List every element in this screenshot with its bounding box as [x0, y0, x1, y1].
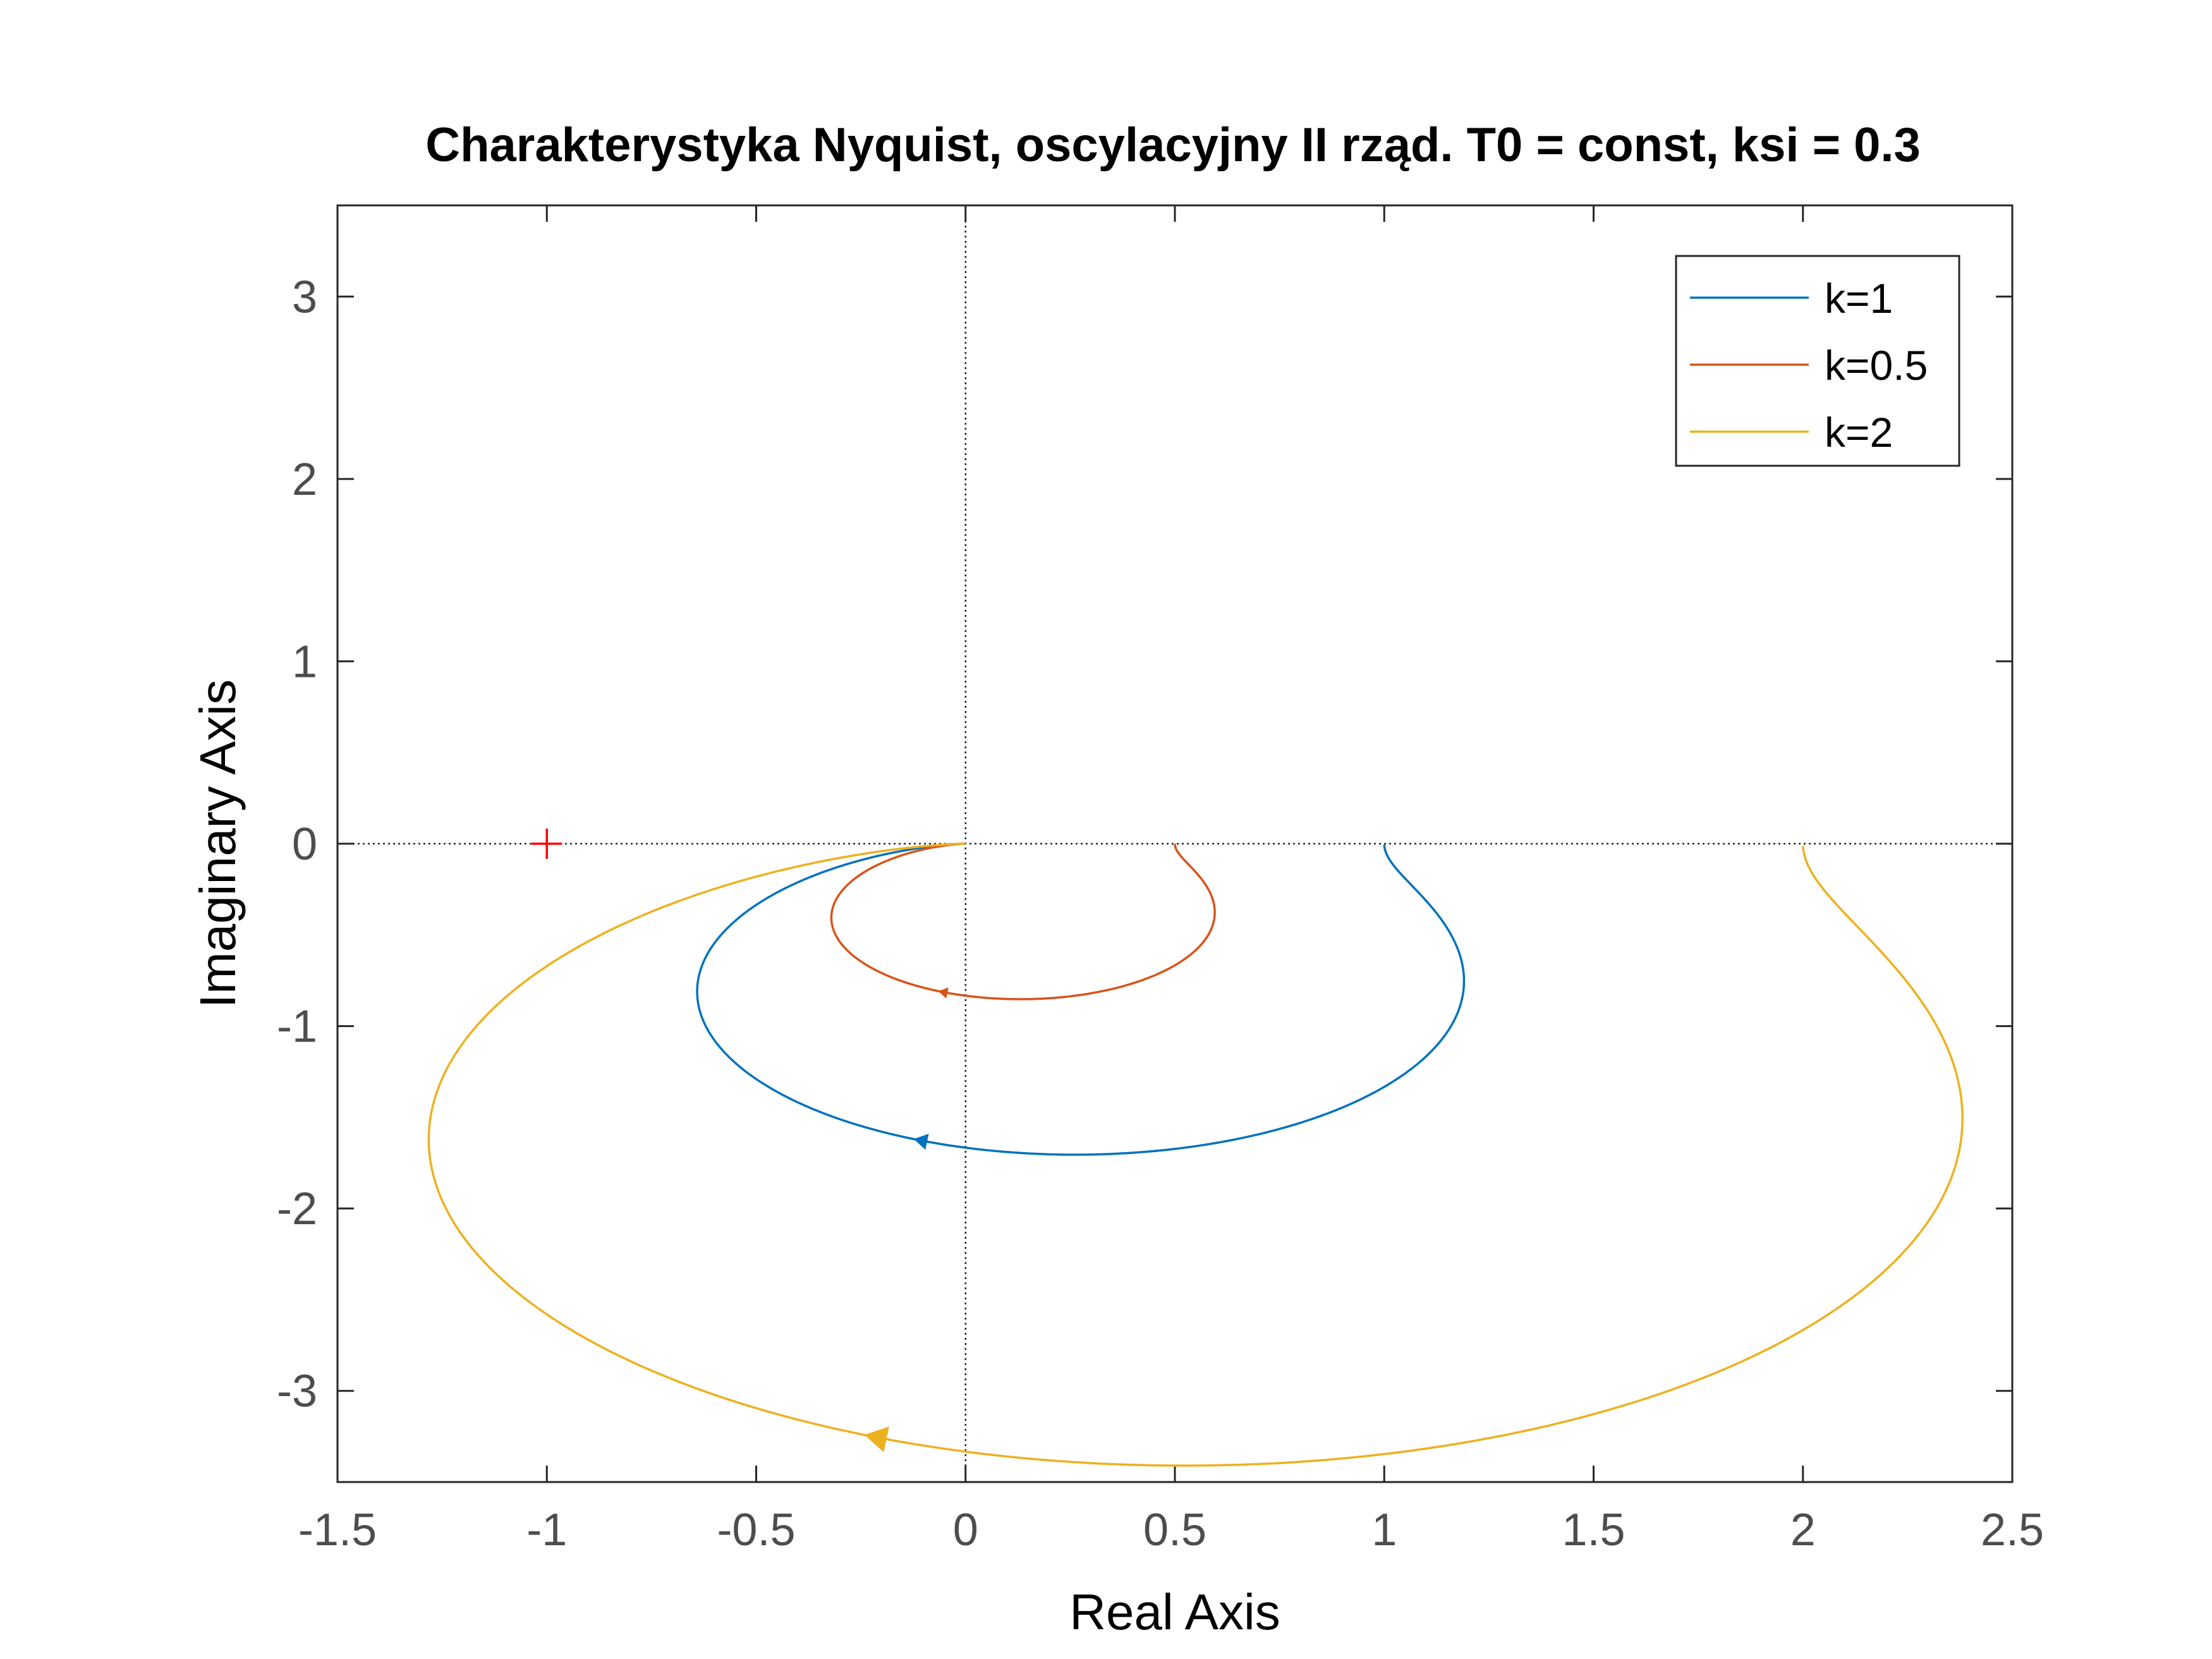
legend-entry: k=1	[1825, 275, 1893, 322]
x-tick-label: 2	[1790, 1505, 1816, 1555]
y-tick-label: -1	[277, 1002, 317, 1052]
x-tick-labels: -1.5 -1 -0.5 0 0.5 1 1.5 2 2.5	[298, 1505, 2044, 1555]
x-tick-label: -1.5	[298, 1505, 377, 1555]
y-tick-label: 0	[292, 819, 317, 870]
y-axis-label: Imaginary Axis	[190, 679, 246, 1008]
y-tick-label: 2	[292, 454, 317, 505]
y-tick-labels: -3 -2 -1 0 1 2 3	[277, 272, 317, 1416]
direction-arrow	[864, 1426, 889, 1452]
x-tick-label: -1	[526, 1505, 567, 1555]
chart-title: Charakterystyka Nyquist, oscylacyjny II …	[425, 118, 1921, 172]
x-tick-label: 1	[1371, 1505, 1397, 1555]
x-tick-label: 0.5	[1143, 1505, 1206, 1555]
y-tick-label: -3	[277, 1366, 317, 1417]
direction-arrow	[938, 987, 949, 999]
y-tick-label: 3	[292, 272, 317, 322]
series-line	[427, 842, 1964, 1467]
x-tick-label: 2.5	[1981, 1505, 2044, 1555]
x-tick-label: 1.5	[1562, 1505, 1625, 1555]
legend-entry: k=2	[1825, 409, 1893, 456]
x-tick-label: -0.5	[717, 1505, 795, 1555]
x-tick-label: 0	[953, 1505, 978, 1555]
x-axis-label: Real Axis	[1069, 1584, 1280, 1640]
y-tick-label: -2	[277, 1184, 317, 1234]
series-group	[427, 842, 1964, 1467]
legend-entry: k=0.5	[1825, 342, 1928, 389]
critical-point-marker	[532, 829, 562, 859]
y-tick-label: 1	[292, 636, 317, 687]
critical-point-group	[532, 829, 562, 859]
legend: k=1 k=0.5 k=2	[1675, 255, 1960, 467]
plot-frame	[336, 204, 2014, 1483]
direction-arrow	[913, 1134, 929, 1150]
